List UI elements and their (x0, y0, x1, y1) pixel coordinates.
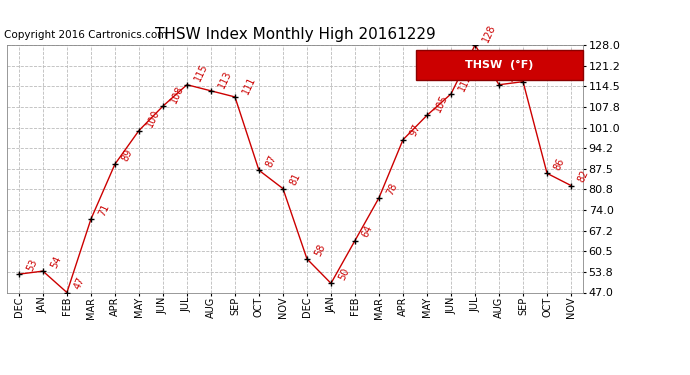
Text: 112: 112 (457, 72, 473, 93)
Text: THSW  (°F): THSW (°F) (465, 60, 533, 70)
Title: THSW Index Monthly High 20161229: THSW Index Monthly High 20161229 (155, 27, 435, 42)
Text: 100: 100 (144, 108, 161, 129)
FancyBboxPatch shape (416, 50, 583, 80)
Text: 71: 71 (97, 202, 111, 218)
Text: 54: 54 (48, 254, 63, 270)
Text: 116: 116 (529, 59, 545, 80)
Text: 115: 115 (193, 62, 209, 83)
Text: 53: 53 (24, 257, 39, 273)
Text: 82: 82 (577, 169, 591, 184)
Text: 108: 108 (168, 84, 186, 105)
Text: Copyright 2016 Cartronics.com: Copyright 2016 Cartronics.com (4, 30, 168, 40)
Text: 97: 97 (408, 123, 423, 138)
Text: 58: 58 (313, 242, 327, 258)
Text: 47: 47 (72, 276, 87, 291)
Text: 105: 105 (433, 93, 449, 114)
Text: 111: 111 (241, 75, 257, 96)
Text: 113: 113 (217, 69, 233, 90)
Text: 128: 128 (480, 22, 497, 44)
Text: 89: 89 (121, 147, 135, 163)
Text: 86: 86 (553, 157, 567, 172)
Text: 87: 87 (264, 153, 279, 169)
Text: 64: 64 (361, 224, 375, 239)
Text: 115: 115 (504, 62, 522, 83)
Text: 81: 81 (288, 172, 303, 187)
Text: 78: 78 (384, 181, 399, 196)
Text: 50: 50 (337, 267, 351, 282)
